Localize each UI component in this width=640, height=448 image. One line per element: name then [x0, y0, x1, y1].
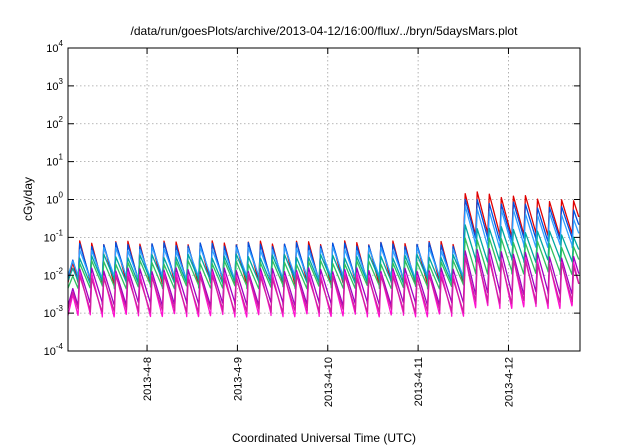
x-tick-label: 2013-4-8	[142, 357, 154, 401]
grid	[68, 48, 580, 351]
x-tick-label: 2013-4-11	[413, 357, 425, 406]
series-line-6	[67, 247, 580, 307]
y-tick-label: 102	[46, 115, 63, 131]
y-tick-label: 101	[46, 153, 63, 169]
x-axis-label: Coordinated Universal Time (UTC)	[232, 431, 416, 445]
y-axis-label: cGy/day	[21, 177, 35, 221]
chart-title: /data/run/goesPlots/archive/2013-04-12/1…	[131, 24, 519, 38]
series-line-3	[67, 205, 580, 280]
y-tick-label: 10-4	[44, 342, 64, 358]
x-tick-label: 2013-4-10	[323, 357, 335, 407]
x-tick-label: 2013-4-12	[503, 357, 515, 407]
y-tick-label: 104	[46, 39, 63, 55]
axis-ticks: 10-4 10-3 10-2 10-1 100 101 102 103 104 2013-4-8 2…	[44, 39, 580, 407]
series-line-8	[67, 255, 580, 313]
series-line-5	[67, 237, 580, 290]
series-line-4	[67, 224, 580, 284]
plot-area	[67, 191, 580, 318]
y-tick-label: 103	[46, 77, 63, 93]
y-tick-label: 100	[46, 191, 63, 207]
y-tick-label: 10-3	[44, 304, 64, 320]
x-tick-label: 2013-4-9	[232, 357, 244, 401]
y-tick-label: 10-2	[44, 266, 64, 282]
y-tick-label: 10-1	[44, 228, 64, 244]
